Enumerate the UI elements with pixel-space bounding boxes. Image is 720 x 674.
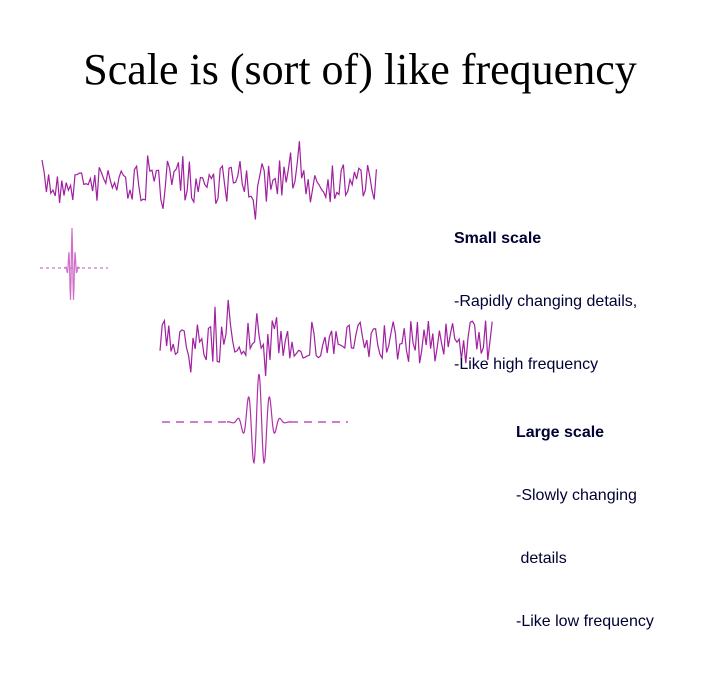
large-wavelet-trace <box>227 373 291 465</box>
small-scale-note: Small scale -Rapidly changing details, -… <box>454 186 637 417</box>
small-wavelet-trace <box>64 227 80 300</box>
large-scale-signal <box>159 299 493 377</box>
large-scale-line-2: details <box>516 550 567 567</box>
figure-canvas <box>40 141 493 465</box>
small-scale-signal <box>41 141 377 220</box>
small-scale-line-2: -Like high frequency <box>454 356 599 373</box>
slide: Scale is (sort of) like frequency Small … <box>40 45 654 630</box>
small-scale-signal-trace <box>41 141 377 220</box>
slide-title: Scale is (sort of) like frequency <box>83 45 637 94</box>
small-scale-line-1: -Rapidly changing details, <box>454 293 638 310</box>
small-scale-heading: Small scale <box>454 230 542 247</box>
large-scale-wavelet <box>162 373 348 465</box>
large-scale-line-3: -Like low frequency <box>516 613 654 630</box>
large-scale-heading: Large scale <box>516 424 605 441</box>
large-scale-note: Large scale -Slowly changing details -Li… <box>516 380 654 674</box>
large-scale-signal-trace <box>159 299 493 377</box>
small-scale-wavelet <box>40 227 108 300</box>
large-scale-line-1: -Slowly changing <box>516 487 637 504</box>
